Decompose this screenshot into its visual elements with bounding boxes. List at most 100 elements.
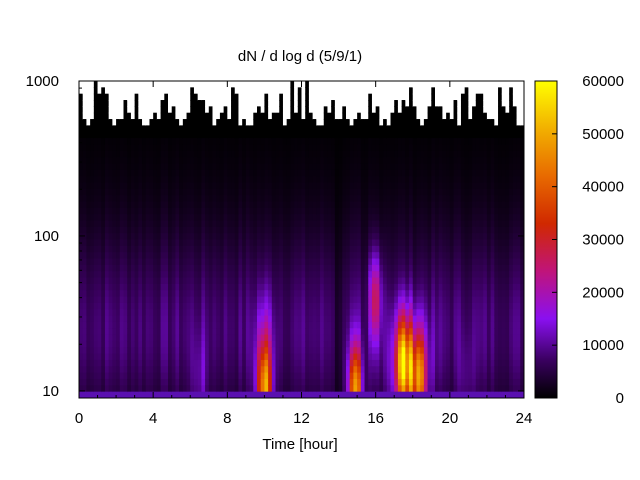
heatmap-cell bbox=[119, 328, 125, 336]
heatmap-cell bbox=[182, 328, 188, 336]
heatmap-cell bbox=[197, 93, 202, 101]
heatmap-cell bbox=[142, 372, 147, 380]
heatmap-cell bbox=[342, 176, 347, 184]
heatmap-cell bbox=[390, 176, 395, 184]
heatmap-cell bbox=[420, 290, 425, 298]
heatmap-cell bbox=[145, 176, 151, 184]
heatmap-cell bbox=[201, 207, 206, 215]
heatmap-cell bbox=[323, 93, 329, 101]
heatmap-cell bbox=[268, 283, 273, 291]
heatmap-cell bbox=[134, 359, 139, 367]
heatmap-cell bbox=[405, 290, 410, 298]
heatmap-cell bbox=[305, 233, 310, 241]
heatmap-cell bbox=[360, 233, 366, 241]
heatmap-cell bbox=[320, 277, 325, 285]
heatmap-cell bbox=[257, 207, 262, 215]
heatmap-cell bbox=[108, 176, 113, 184]
heatmap-cell bbox=[153, 233, 158, 241]
heatmap-cell bbox=[371, 277, 377, 285]
heatmap-cell bbox=[405, 169, 410, 177]
heatmap-cell bbox=[442, 87, 447, 95]
heatmap-cell bbox=[412, 340, 418, 348]
heatmap-cell bbox=[149, 157, 154, 165]
heatmap-cell bbox=[368, 169, 373, 177]
heatmap-cell bbox=[145, 138, 151, 145]
heatmap-cell bbox=[179, 176, 184, 184]
heatmap-cell bbox=[138, 131, 143, 139]
heatmap-cell bbox=[97, 309, 102, 317]
heatmap-cell bbox=[442, 169, 447, 177]
heatmap-cell bbox=[282, 157, 288, 165]
heatmap-cell bbox=[342, 264, 347, 272]
heatmap-cell bbox=[223, 321, 228, 329]
heatmap-cell bbox=[297, 334, 303, 342]
heatmap-cell bbox=[320, 385, 325, 393]
heatmap-cell bbox=[390, 112, 395, 120]
heatmap-cell bbox=[346, 277, 351, 285]
heatmap-cell bbox=[86, 106, 91, 114]
heatmap-cell bbox=[112, 144, 117, 152]
heatmap-cell bbox=[112, 258, 117, 266]
heatmap-cell bbox=[349, 359, 355, 367]
heatmap-cell bbox=[90, 195, 95, 203]
heatmap-cell bbox=[93, 112, 99, 120]
heatmap-cell bbox=[420, 353, 425, 361]
heatmap-cell bbox=[401, 188, 406, 196]
heatmap-cell bbox=[249, 264, 254, 272]
heatmap-cell bbox=[123, 131, 128, 139]
heatmap-cell bbox=[208, 372, 214, 380]
heatmap-cell bbox=[208, 245, 214, 253]
heatmap-cell bbox=[405, 252, 410, 260]
heatmap-cell bbox=[197, 125, 202, 133]
heatmap-cell bbox=[301, 138, 306, 145]
heatmap-cell bbox=[423, 119, 429, 126]
heatmap-cell bbox=[371, 87, 377, 95]
heatmap-cell bbox=[242, 138, 247, 145]
heatmap-cell bbox=[331, 366, 336, 374]
heatmap-cell bbox=[101, 207, 106, 215]
heatmap-cell bbox=[338, 220, 343, 228]
heatmap-cell bbox=[371, 93, 377, 101]
heatmap-cell bbox=[123, 252, 128, 260]
heatmap-cell bbox=[412, 258, 418, 266]
heatmap-cell bbox=[431, 302, 436, 310]
heatmap-cell bbox=[401, 258, 406, 266]
heatmap-cell bbox=[108, 309, 113, 317]
heatmap-cell bbox=[201, 252, 206, 260]
heatmap-cell bbox=[334, 385, 340, 393]
heatmap-cell bbox=[112, 372, 117, 380]
heatmap-cell bbox=[260, 195, 266, 203]
heatmap-cell bbox=[90, 157, 95, 165]
heatmap-cell bbox=[145, 391, 151, 398]
heatmap-cell bbox=[290, 302, 295, 310]
heatmap-cell bbox=[401, 163, 406, 171]
heatmap-cell bbox=[435, 201, 440, 209]
heatmap-cell bbox=[223, 81, 228, 88]
heatmap-cell bbox=[294, 214, 299, 222]
heatmap-cell bbox=[279, 220, 284, 228]
heatmap-cell bbox=[223, 233, 228, 241]
heatmap-cell bbox=[101, 201, 106, 209]
heatmap-cell bbox=[190, 144, 195, 152]
heatmap-cell bbox=[168, 315, 173, 323]
heatmap-cell bbox=[427, 106, 432, 114]
heatmap-cell bbox=[212, 321, 217, 329]
heatmap-cell bbox=[197, 106, 202, 114]
heatmap-cell bbox=[357, 296, 362, 304]
heatmap-cell bbox=[223, 87, 228, 95]
heatmap-cell bbox=[334, 245, 340, 253]
heatmap-cell bbox=[420, 309, 425, 317]
heatmap-cell bbox=[327, 220, 332, 228]
heatmap-cell bbox=[134, 233, 139, 241]
heatmap-cell bbox=[342, 93, 347, 101]
heatmap-cell bbox=[182, 296, 188, 304]
heatmap-cell bbox=[108, 195, 113, 203]
heatmap-cell bbox=[260, 347, 266, 355]
heatmap-cell bbox=[357, 315, 362, 323]
heatmap-cell bbox=[316, 296, 321, 304]
heatmap-cell bbox=[245, 150, 251, 158]
heatmap-cell bbox=[435, 106, 440, 114]
heatmap-cell bbox=[227, 201, 232, 209]
heatmap-cell bbox=[208, 188, 214, 196]
heatmap-cell bbox=[238, 353, 243, 361]
